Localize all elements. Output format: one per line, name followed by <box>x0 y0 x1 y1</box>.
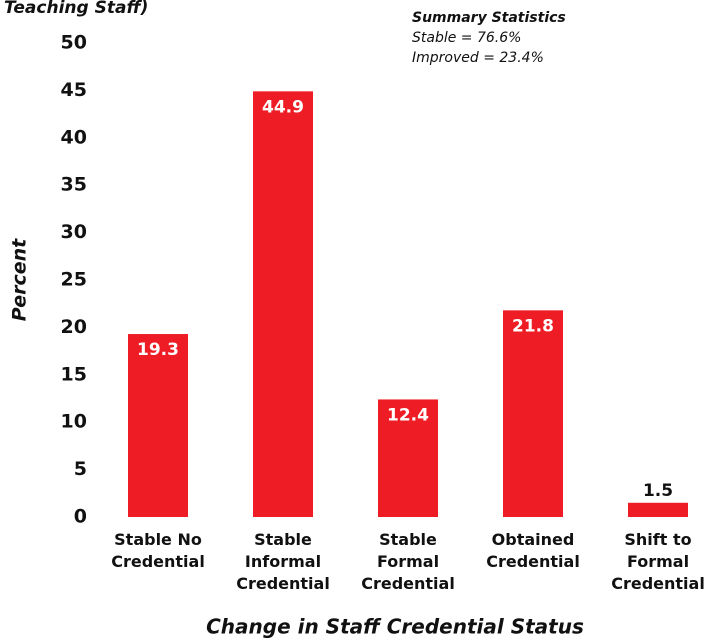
annotation-title: Summary Statistics <box>412 10 566 26</box>
bar <box>628 502 688 517</box>
y-tick-label: 0 <box>74 506 87 528</box>
annotation: Stable = 76.6% <box>412 30 521 46</box>
y-tick-label: 50 <box>61 32 87 54</box>
data-label: 44.9 <box>262 97 304 117</box>
x-tick-label: Obtained Credential <box>486 530 580 571</box>
data-label: 1.5 <box>643 481 673 501</box>
x-axis-label: Change in Staff Credential Status <box>206 615 584 639</box>
bar <box>253 91 313 518</box>
bar <box>503 310 563 517</box>
x-tick-label: Shift to Formal Credential <box>611 530 705 593</box>
y-tick-label: 20 <box>61 316 87 338</box>
y-tick-label: 35 <box>61 174 87 196</box>
x-tick-label: Stable Informal Credential <box>236 530 330 593</box>
annotation: Improved = 23.4% <box>412 50 544 66</box>
y-tick-label: 25 <box>61 269 87 291</box>
data-label: 21.8 <box>512 316 554 336</box>
y-tick-label: 10 <box>61 411 87 433</box>
data-label: 19.3 <box>137 340 179 360</box>
y-tick-label: 15 <box>61 363 87 385</box>
bar <box>128 334 188 517</box>
y-tick-label: 40 <box>61 126 87 148</box>
chart-title: Teaching Staff) <box>4 0 148 18</box>
x-tick-label: Stable Formal Credential <box>361 530 455 593</box>
bar <box>378 399 438 517</box>
x-tick-label: Stable No Credential <box>111 530 205 571</box>
y-axis-label: Percent <box>9 238 31 321</box>
y-tick-label: 45 <box>61 79 87 101</box>
data-label: 12.4 <box>387 405 429 425</box>
y-tick-label: 5 <box>74 458 87 480</box>
y-tick-label: 30 <box>61 221 87 243</box>
